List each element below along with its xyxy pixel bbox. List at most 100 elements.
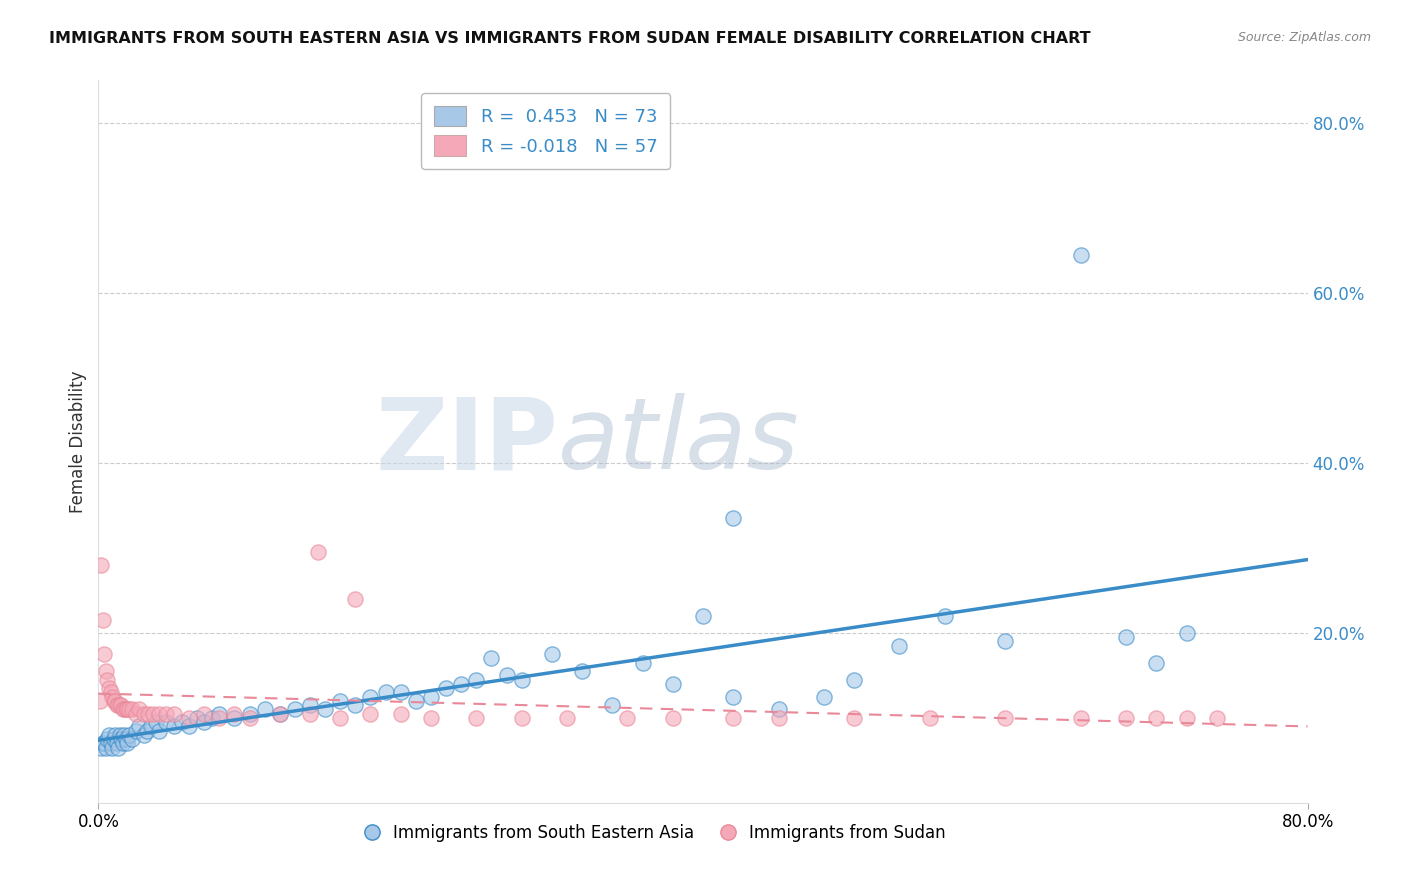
Point [329, 694, 352, 708]
Point [405, 694, 427, 708]
Point [128, 702, 150, 716]
Point [299, 706, 322, 721]
Point [253, 702, 276, 716]
Point [723, 690, 745, 704]
Point [571, 664, 593, 678]
Point [121, 702, 143, 716]
Point [344, 698, 367, 712]
Point [107, 740, 129, 755]
Point [107, 698, 129, 712]
Point [465, 673, 488, 687]
Point [148, 706, 170, 721]
Point [141, 719, 163, 733]
Point [602, 698, 624, 712]
Point [465, 711, 488, 725]
Point [132, 728, 155, 742]
Point [93, 736, 115, 750]
Point [918, 711, 941, 725]
Point [269, 706, 291, 721]
Point [118, 702, 141, 716]
Point [239, 711, 262, 725]
Point [329, 711, 352, 725]
Point [284, 702, 307, 716]
Point [125, 723, 148, 738]
Point [179, 719, 201, 733]
Point [111, 702, 134, 716]
Point [128, 719, 150, 733]
Point [105, 698, 128, 712]
Point [201, 711, 224, 725]
Point [89, 694, 111, 708]
Point [692, 608, 714, 623]
Point [112, 728, 135, 742]
Point [155, 714, 177, 729]
Point [104, 694, 127, 708]
Point [163, 706, 186, 721]
Point [186, 711, 208, 725]
Point [108, 728, 131, 742]
Point [193, 706, 215, 721]
Point [1175, 625, 1198, 640]
Text: IMMIGRANTS FROM SOUTH EASTERN ASIA VS IMMIGRANTS FROM SUDAN FEMALE DISABILITY CO: IMMIGRANTS FROM SOUTH EASTERN ASIA VS IM… [49, 31, 1091, 46]
Legend: Immigrants from South Eastern Asia, Immigrants from Sudan: Immigrants from South Eastern Asia, Immi… [357, 817, 953, 848]
Point [90, 558, 112, 572]
Point [389, 685, 412, 699]
Point [224, 711, 246, 725]
Point [101, 690, 124, 704]
Point [136, 706, 159, 721]
Point [96, 732, 118, 747]
Point [101, 740, 124, 755]
Point [132, 706, 155, 721]
Point [360, 690, 382, 704]
Point [420, 711, 443, 725]
Point [661, 711, 683, 725]
Point [723, 511, 745, 525]
Point [1115, 630, 1137, 644]
Point [155, 706, 177, 721]
Point [100, 736, 122, 750]
Point [135, 723, 157, 738]
Point [114, 732, 136, 747]
Point [110, 698, 132, 712]
Point [1206, 711, 1229, 725]
Point [148, 723, 170, 738]
Point [344, 591, 367, 606]
Point [555, 711, 578, 725]
Point [98, 681, 121, 695]
Point [115, 702, 138, 716]
Point [994, 711, 1017, 725]
Point [108, 698, 131, 712]
Point [91, 613, 114, 627]
Point [495, 668, 517, 682]
Point [104, 728, 127, 742]
Point [239, 706, 262, 721]
Point [1070, 711, 1092, 725]
Point [1144, 656, 1167, 670]
Point [98, 728, 121, 742]
Point [1144, 711, 1167, 725]
Point [307, 545, 329, 559]
Point [91, 736, 114, 750]
Point [110, 732, 132, 747]
Point [994, 634, 1017, 648]
Point [94, 740, 117, 755]
Text: Source: ZipAtlas.com: Source: ZipAtlas.com [1237, 31, 1371, 45]
Point [844, 673, 866, 687]
Point [616, 711, 638, 725]
Point [112, 702, 135, 716]
Point [193, 714, 215, 729]
Point [299, 698, 322, 712]
Point [103, 694, 125, 708]
Point [314, 702, 336, 716]
Point [93, 647, 115, 661]
Point [115, 736, 138, 750]
Point [100, 685, 122, 699]
Point [208, 711, 231, 725]
Point [481, 651, 503, 665]
Point [94, 664, 117, 678]
Text: ZIP: ZIP [375, 393, 558, 490]
Point [374, 685, 396, 699]
Point [450, 677, 472, 691]
Point [934, 608, 956, 623]
Text: atlas: atlas [558, 393, 800, 490]
